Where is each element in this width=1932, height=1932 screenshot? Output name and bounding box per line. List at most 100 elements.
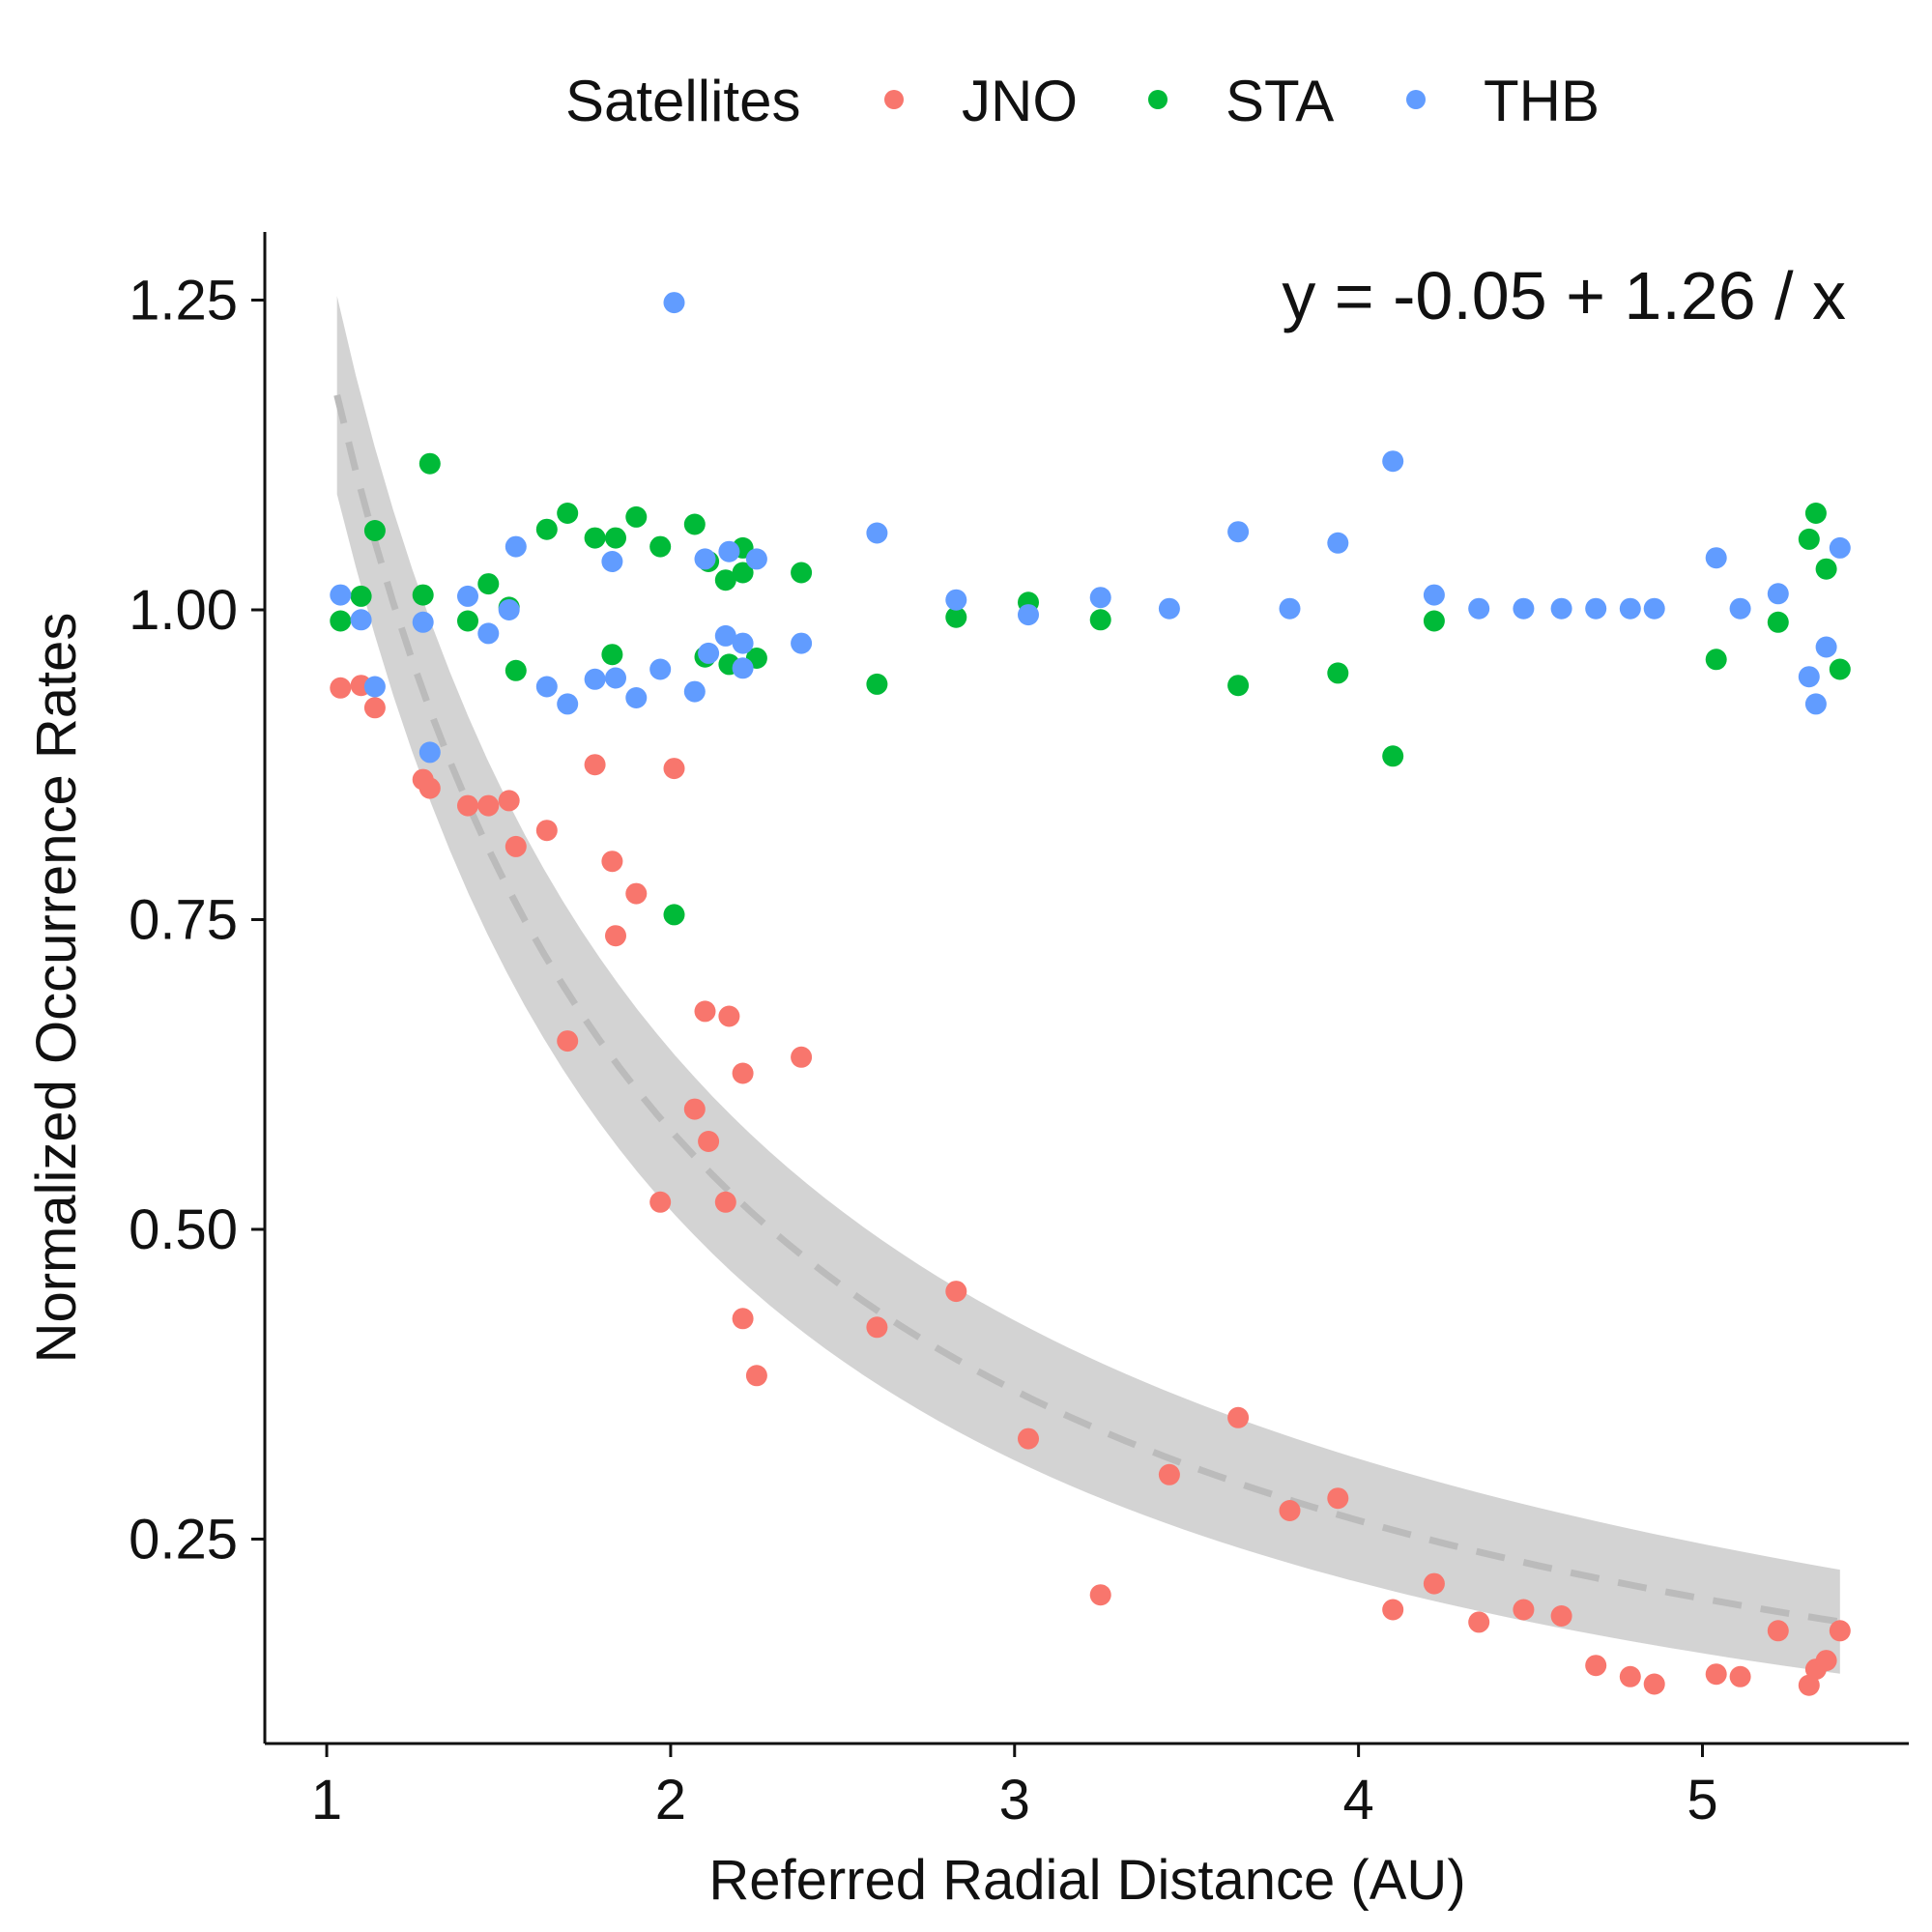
point-jno <box>535 820 558 842</box>
point-jno <box>505 835 527 857</box>
point-sta <box>791 562 813 584</box>
point-jno <box>698 1131 720 1152</box>
point-thb <box>1643 597 1665 620</box>
point-jno <box>649 1191 672 1213</box>
point-thb <box>698 642 720 664</box>
point-thb <box>732 632 754 654</box>
axes: 0.25 0.50 0.75 1.00 1.25 1 2 3 4 5 <box>129 232 1909 1831</box>
point-jno <box>732 1062 754 1084</box>
y-ticks: 0.25 0.50 0.75 1.00 1.25 <box>129 270 265 1571</box>
point-sta <box>1798 528 1820 550</box>
y-tick-label: 0.75 <box>129 888 238 951</box>
point-thb <box>1018 604 1039 626</box>
point-jno <box>1158 1463 1180 1485</box>
point-jno <box>557 1030 579 1053</box>
series-jno <box>330 675 1851 1696</box>
point-thb <box>363 676 386 698</box>
point-sta <box>1423 610 1445 632</box>
point-thb <box>1468 597 1490 620</box>
fit-layer <box>333 296 1841 1674</box>
point-jno <box>457 794 478 817</box>
point-jno <box>714 1191 736 1213</box>
point-sta <box>625 505 648 528</box>
point-thb <box>1327 532 1349 554</box>
point-sta <box>945 606 967 628</box>
point-thb <box>1513 597 1535 620</box>
point-sta <box>649 535 672 558</box>
point-jno <box>477 794 500 817</box>
legend-label-thb: THB <box>1484 69 1600 133</box>
point-sta <box>418 452 441 475</box>
point-thb <box>1804 693 1827 715</box>
point-jno <box>683 1098 706 1120</box>
y-axis-title: Normalized Occurrence Rates <box>25 613 88 1364</box>
legend-key-thb <box>1406 90 1426 109</box>
point-thb <box>457 585 478 607</box>
point-jno <box>694 1000 716 1023</box>
point-sta <box>1705 649 1727 671</box>
point-jno <box>1815 1650 1837 1672</box>
point-thb <box>1089 587 1111 609</box>
point-thb <box>649 658 672 680</box>
point-sta <box>601 644 623 666</box>
point-sta <box>1089 609 1111 631</box>
x-ticks: 1 2 3 4 5 <box>311 1744 1718 1831</box>
y-tick-label: 0.50 <box>129 1198 238 1261</box>
x-tick-label: 3 <box>999 1769 1030 1831</box>
point-sta <box>535 518 558 540</box>
point-jno <box>1279 1500 1301 1521</box>
point-thb <box>1279 597 1301 620</box>
point-jno <box>1829 1620 1851 1642</box>
point-thb <box>557 693 579 715</box>
point-sta <box>457 610 478 632</box>
point-thb <box>663 292 685 314</box>
point-thb <box>1382 450 1404 473</box>
point-sta <box>1382 745 1404 767</box>
point-jno <box>601 851 623 873</box>
point-thb <box>1798 666 1820 688</box>
point-thb <box>330 584 352 606</box>
point-thb <box>1815 636 1837 658</box>
point-thb <box>1729 597 1751 620</box>
point-jno <box>1550 1605 1572 1627</box>
point-jno <box>498 790 520 812</box>
point-sta <box>605 527 626 549</box>
y-tick-label: 0.25 <box>129 1508 238 1571</box>
point-jno <box>1767 1620 1789 1642</box>
point-sta <box>732 562 754 584</box>
point-sta <box>663 904 685 926</box>
point-jno <box>1619 1665 1641 1687</box>
point-sta <box>557 503 579 524</box>
point-jno <box>1729 1665 1751 1687</box>
point-jno <box>663 758 685 780</box>
point-jno <box>866 1316 888 1339</box>
point-thb <box>605 667 626 689</box>
point-thb <box>1158 597 1180 620</box>
point-sta <box>584 527 606 549</box>
point-sta <box>477 573 500 595</box>
legend: Satellites JNO STA THB <box>565 69 1600 133</box>
x-tick-label: 4 <box>1342 1769 1373 1831</box>
point-sta <box>1227 675 1250 697</box>
point-jno <box>1468 1611 1490 1633</box>
point-thb <box>477 622 500 645</box>
point-jno <box>745 1365 767 1387</box>
point-thb <box>535 676 558 698</box>
point-thb <box>694 548 716 570</box>
series-thb <box>330 292 1851 764</box>
legend-key-sta <box>1148 90 1168 109</box>
point-jno <box>1585 1655 1607 1677</box>
point-thb <box>718 540 740 562</box>
point-jno <box>1327 1487 1349 1510</box>
point-thb <box>1705 547 1727 569</box>
point-thb <box>683 680 706 703</box>
point-jno <box>945 1281 967 1303</box>
point-jno <box>1643 1673 1665 1695</box>
legend-title: Satellites <box>565 69 800 133</box>
x-axis-title: Referred Radial Distance (AU) <box>708 1849 1465 1912</box>
point-jno <box>1227 1406 1250 1428</box>
point-jno <box>732 1308 754 1330</box>
point-thb <box>1550 597 1572 620</box>
confidence-band <box>336 296 1840 1674</box>
